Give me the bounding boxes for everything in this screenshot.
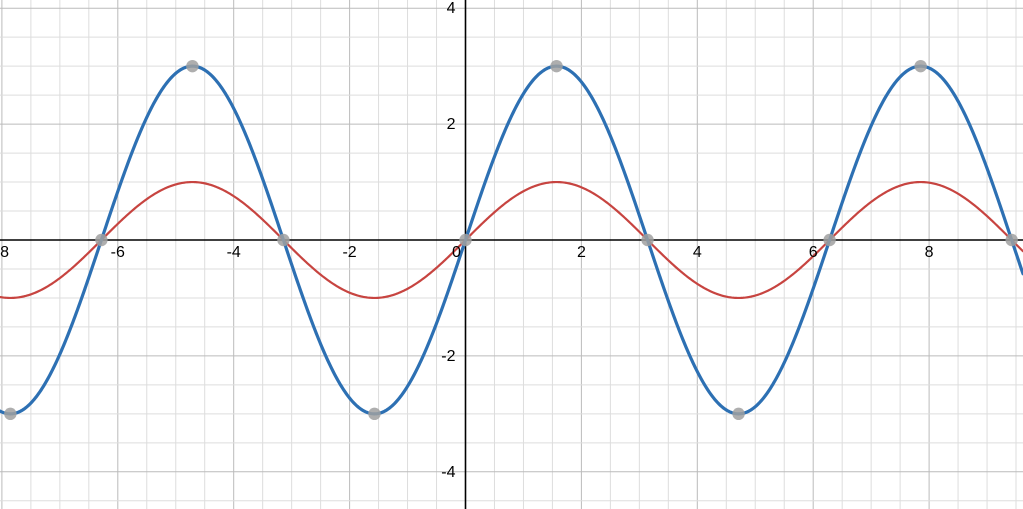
svg-text:-8: -8 [0,244,9,261]
svg-text:-6: -6 [111,244,125,261]
svg-text:4: 4 [693,244,702,261]
svg-text:-2: -2 [342,244,356,261]
svg-text:6: 6 [809,244,818,261]
svg-text:-2: -2 [441,348,455,365]
svg-text:0: 0 [452,244,461,261]
svg-text:-4: -4 [227,244,241,261]
svg-text:2: 2 [577,244,586,261]
svg-text:2: 2 [447,116,456,133]
svg-text:8: 8 [925,244,934,261]
svg-text:-4: -4 [441,464,455,481]
svg-text:4: 4 [447,0,456,17]
